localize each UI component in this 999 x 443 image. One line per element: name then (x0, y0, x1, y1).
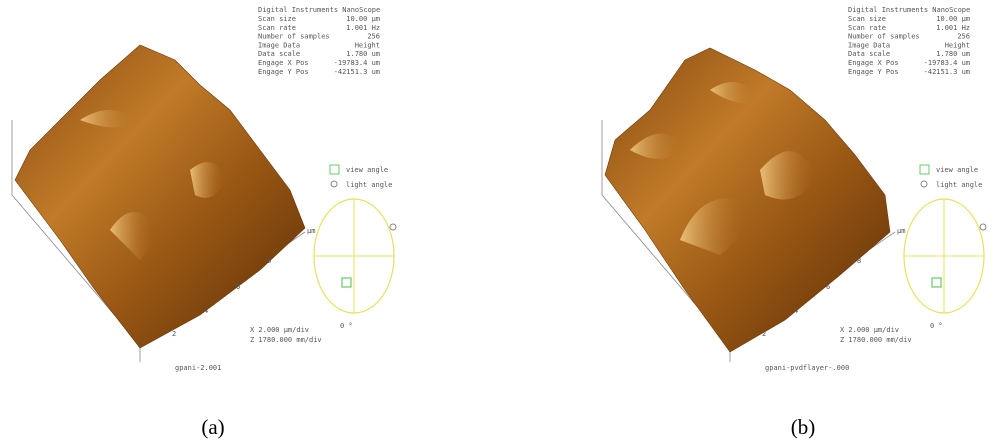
parameter-header: Digital Instruments NanoScope (258, 6, 380, 14)
surface (604, 47, 891, 353)
view-angle-icon (919, 164, 930, 175)
parameter-value: 1.780 um (936, 50, 970, 58)
parameter-value: 1.001 Hz (346, 24, 380, 32)
parameter-label: Scan size (258, 15, 296, 23)
parameter-value: 256 (367, 33, 380, 41)
parameter-label: Scan rate (258, 24, 296, 32)
axis-tick-label: 6 (826, 283, 830, 291)
axis-tick-label: µm (897, 227, 905, 235)
parameter-label: Image Data (848, 41, 890, 49)
legend-label: light angle (936, 181, 982, 189)
parameter-label: Data scale (848, 50, 890, 58)
light-angle-icon (330, 180, 338, 188)
scale-label: X 2.000 µm/div (840, 326, 899, 334)
scale-label: Z 1780.000 mm/div (840, 336, 912, 344)
angle-cross (904, 199, 984, 313)
filename: gpani-pvdflayer-.000 (765, 364, 849, 372)
scale-label: Z 1780.000 mm/div (250, 336, 322, 344)
view-angle-icon (329, 164, 340, 175)
parameter-value: Height (355, 41, 380, 49)
legend-label: view angle (346, 166, 388, 174)
parameter-label: Engage Y Pos (848, 68, 899, 76)
parameter-value: 10.00 µm (346, 15, 380, 23)
angle-cross (314, 199, 394, 313)
caption: (b) (791, 415, 816, 439)
angle-label: 0 ° (340, 322, 353, 330)
parameter-value: -42151.3 um (924, 68, 970, 76)
axis-tick-label: 6 (236, 283, 240, 291)
parameter-value: 10.00 µm (936, 15, 970, 23)
parameter-label: Number of samples (258, 33, 330, 41)
surface-highlight (680, 198, 745, 255)
light-marker (979, 223, 987, 231)
parameter-label: Scan rate (848, 24, 886, 32)
caption: (a) (201, 415, 224, 439)
surface-highlight (710, 82, 760, 104)
angle-label: 0 ° (930, 322, 943, 330)
axis-tick-label: µm (307, 227, 315, 235)
surface-highlight (80, 110, 140, 128)
parameter-label: Image Data (258, 41, 300, 49)
parameter-value: 1.001 Hz (936, 24, 970, 32)
filename: gpani-2.001 (175, 364, 221, 372)
surface-highlight (760, 151, 815, 200)
parameter-value: Height (945, 41, 970, 49)
surface-highlight (110, 212, 154, 260)
parameter-value: -19783.4 um (334, 59, 380, 67)
parameter-label: Number of samples (848, 33, 920, 41)
axis-tick-label: 8 (267, 257, 271, 265)
parameter-label: Data scale (258, 50, 300, 58)
light-angle-icon (920, 180, 928, 188)
parameter-label: Engage X Pos (848, 59, 899, 67)
axis-tick-label: 4 (204, 307, 208, 315)
axis-tick-label: 2 (762, 330, 766, 338)
parameter-value: 1.780 um (346, 50, 380, 58)
parameter-label: Scan size (848, 15, 886, 23)
parameter-header: Digital Instruments NanoScope (848, 6, 970, 14)
parameter-label: Engage Y Pos (258, 68, 309, 76)
surface-highlight (190, 162, 225, 198)
parameter-value: -42151.3 um (334, 68, 380, 76)
surface-highlight (630, 133, 685, 159)
legend-label: view angle (936, 166, 978, 174)
parameter-label: Engage X Pos (258, 59, 309, 67)
scale-label: X 2.000 µm/div (250, 326, 309, 334)
view-marker (341, 277, 352, 288)
legend-label: light angle (346, 181, 392, 189)
light-marker (389, 223, 397, 231)
axis-tick-label: 2 (172, 330, 176, 338)
parameter-value: 256 (957, 33, 970, 41)
axis-tick-label: 8 (857, 257, 861, 265)
view-marker (931, 277, 942, 288)
surface (14, 44, 306, 349)
axis-tick-label: 4 (794, 307, 798, 315)
parameter-value: -19783.4 um (924, 59, 970, 67)
